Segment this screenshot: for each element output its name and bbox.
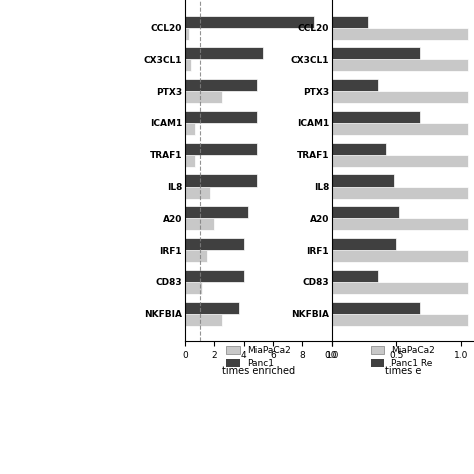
Bar xyxy=(185,47,263,59)
Bar xyxy=(332,270,378,282)
Bar xyxy=(332,206,399,219)
Bar xyxy=(185,314,221,326)
Bar xyxy=(185,301,239,314)
Bar xyxy=(332,238,396,250)
Bar xyxy=(185,282,202,294)
Bar xyxy=(332,91,467,103)
Bar xyxy=(185,16,314,27)
Bar xyxy=(185,270,244,282)
Bar xyxy=(185,155,195,167)
Legend: MiaPaCa2, Panc1 Re: MiaPaCa2, Panc1 Re xyxy=(371,346,435,368)
Bar xyxy=(332,187,467,199)
Bar xyxy=(332,123,467,135)
Bar xyxy=(185,219,214,230)
Bar xyxy=(332,174,394,187)
Bar xyxy=(332,314,467,326)
Bar xyxy=(332,79,378,91)
Bar xyxy=(185,79,257,91)
Legend: MiaPaCa2, Panc1: MiaPaCa2, Panc1 xyxy=(226,346,291,368)
Bar xyxy=(332,47,419,59)
Bar xyxy=(332,16,368,27)
Bar xyxy=(185,143,257,155)
X-axis label: times e: times e xyxy=(385,365,421,375)
Bar xyxy=(332,250,467,262)
Bar xyxy=(185,238,244,250)
Bar xyxy=(332,155,467,167)
Bar xyxy=(332,143,386,155)
Bar xyxy=(185,250,207,262)
Bar xyxy=(185,123,195,135)
Bar xyxy=(185,111,257,123)
Bar xyxy=(332,111,419,123)
Bar xyxy=(332,27,467,40)
Bar xyxy=(332,282,467,294)
Bar xyxy=(332,219,467,230)
X-axis label: times enriched: times enriched xyxy=(222,365,295,375)
Bar xyxy=(185,59,191,72)
Bar xyxy=(185,91,221,103)
Bar xyxy=(332,301,419,314)
Bar xyxy=(185,187,210,199)
Bar xyxy=(185,174,257,187)
Bar xyxy=(185,27,189,40)
Bar xyxy=(332,59,467,72)
Bar xyxy=(185,206,248,219)
